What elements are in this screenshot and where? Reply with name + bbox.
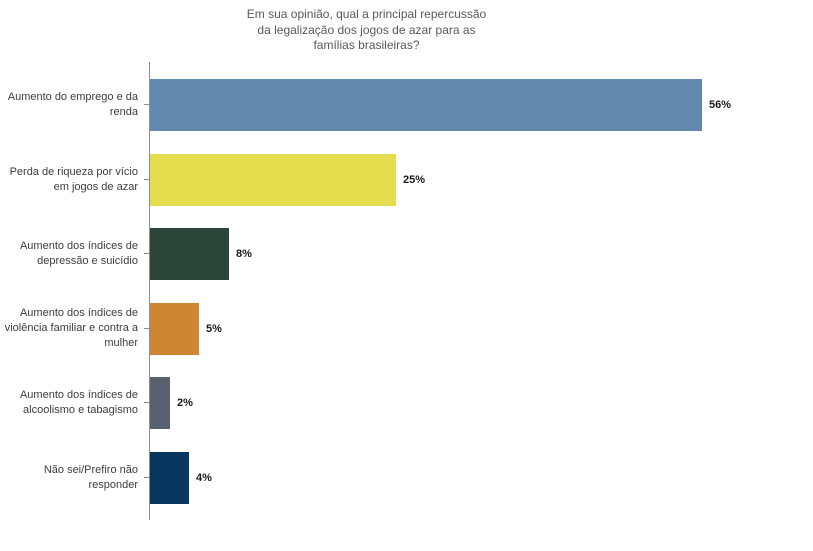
- axis-tick: [144, 178, 149, 180]
- axis-tick: [144, 104, 149, 105]
- axis-tick: [144, 327, 149, 329]
- bar-wrap: 4%: [150, 451, 212, 504]
- chart-title-line: famílias brasileiras?: [313, 38, 420, 52]
- bar-wrap: 25%: [150, 153, 426, 206]
- bar: [150, 79, 702, 131]
- category-label: Perda de riqueza por vício em jogos de a…: [9, 165, 138, 193]
- axis-tick: [144, 402, 149, 403]
- value-label: 56%: [709, 99, 732, 111]
- value-label: 5%: [206, 322, 222, 335]
- bar: [150, 451, 189, 504]
- bar-wrap: 5%: [150, 302, 222, 355]
- category-label: Aumento dos índices de depressão e suicí…: [19, 240, 138, 267]
- bar: [150, 302, 199, 355]
- y-axis-line: [149, 62, 150, 520]
- bar-wrap: 56%: [150, 79, 731, 131]
- bar-row: Não sei/Prefiro não responder 4%: [0, 451, 813, 504]
- bar-row: Aumento dos índices de alcoolismo e taba…: [0, 377, 813, 429]
- value-label: 8%: [236, 248, 252, 260]
- bar-row: Perda de riqueza por vício em jogos de a…: [0, 153, 813, 206]
- value-label: 25%: [403, 173, 426, 186]
- bar-wrap: 2%: [150, 377, 193, 429]
- bar-wrap: 8%: [150, 228, 252, 280]
- bar-row: Aumento dos índices de depressão e suicí…: [0, 228, 813, 280]
- category-label: Não sei/Prefiro não responder: [43, 463, 138, 491]
- category-label: Aumento dos índices de violência familia…: [4, 307, 138, 349]
- axis-tick: [144, 253, 149, 254]
- bar: [150, 228, 229, 280]
- bar-row: Aumento dos índices de violência familia…: [0, 302, 813, 355]
- chart-title-line: da legalização dos jogos de azar para as: [257, 22, 476, 37]
- bar: [150, 377, 170, 429]
- axis-tick: [144, 476, 149, 478]
- bar: [150, 153, 396, 206]
- value-label: 2%: [177, 397, 193, 409]
- bar-row: Aumento do emprego e da renda 56%: [0, 79, 813, 131]
- category-label: Aumento dos índices de alcoolismo e taba…: [19, 389, 138, 416]
- category-label: Aumento do emprego e da renda: [7, 91, 138, 118]
- chart-title-line: Em sua opinião, qual a principal repercu…: [246, 7, 487, 21]
- value-label: 4%: [196, 471, 212, 484]
- chart-title: Em sua opinião, qual a principal repercu…: [0, 7, 733, 54]
